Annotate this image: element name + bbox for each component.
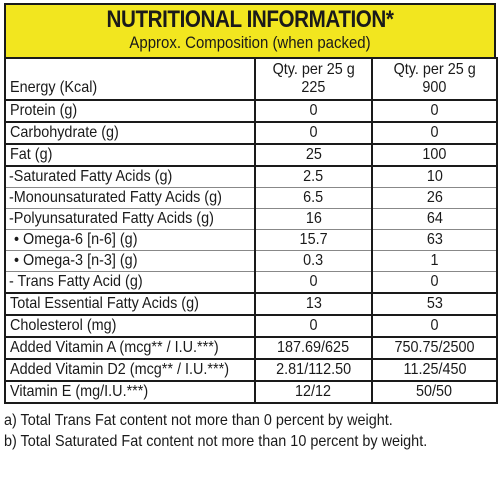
row-label: Total Essential Fatty Acids (g) (10, 295, 199, 312)
table-row: Protein (g) 0 0 (4, 99, 498, 123)
cell-value: 225 (301, 79, 326, 96)
cell-value: 0 (430, 102, 439, 119)
nutrition-label: NUTRITIONAL INFORMATION* Approx. Composi… (4, 3, 498, 452)
table-row: Cholesterol (mg) 0 0 (4, 314, 498, 338)
cell-value: 0 (309, 102, 318, 119)
cell-value: 0 (430, 124, 439, 141)
cell-value: 10 (426, 168, 443, 185)
table-row: -Monounsaturated Fatty Acids (g) 6.5 26 (4, 187, 498, 209)
cell-value: 0 (309, 124, 318, 141)
row-label: -Saturated Fatty Acids (g) (9, 168, 173, 185)
footnote-b: b) Total Saturated Fat content not more … (4, 433, 428, 450)
cell-value: 15.7 (299, 231, 328, 248)
column-header: Qty. per 25 g (393, 61, 476, 78)
row-label: Protein (g) (10, 102, 78, 119)
row-label: - Trans Fatty Acid (g) (9, 273, 143, 290)
cell-value: 900 (422, 79, 447, 96)
cell-value: 16 (305, 210, 322, 227)
cell-value: 187.69/625 (277, 339, 350, 356)
table-row: -Saturated Fatty Acids (g) 2.5 10 (4, 165, 498, 188)
cell-value: 26 (426, 189, 443, 206)
table-row: Added Vitamin D2 (mcg** / I.U.***) 2.81/… (4, 358, 498, 382)
cell-value: 50/50 (416, 383, 453, 400)
nutrition-header: NUTRITIONAL INFORMATION* Approx. Composi… (4, 3, 496, 57)
cell-value: 0 (430, 317, 439, 334)
cell-value: 63 (426, 231, 443, 248)
table-row: Vitamin E (mg/I.U.***) 12/12 50/50 (4, 380, 498, 404)
cell-value: 25 (305, 146, 322, 163)
table-header-row: Energy (Kcal) Qty. per 25 g 225 Qty. per… (4, 57, 498, 101)
cell-value: 12/12 (295, 383, 332, 400)
cell-value: 100 (422, 146, 447, 163)
footnote-a: a) Total Trans Fat content not more than… (4, 412, 393, 429)
cell-value: 6.5 (303, 189, 324, 206)
table-row: Total Essential Fatty Acids (g) 13 53 (4, 292, 498, 316)
cell-value: 0 (309, 273, 318, 290)
row-label: • Omega-6 [n-6] (g) (14, 231, 138, 248)
row-label: Added Vitamin D2 (mcg** / I.U.***) (10, 361, 230, 378)
cell-value: 0 (430, 273, 439, 290)
cell-value: 0.3 (303, 252, 324, 269)
table-row: Added Vitamin A (mcg** / I.U.***) 187.69… (4, 336, 498, 360)
col1-header-cell: Qty. per 25 g 225 (254, 57, 373, 101)
row-label: • Omega-3 [n-3] (g) (14, 252, 138, 269)
label-title: NUTRITIONAL INFORMATION* (106, 6, 394, 33)
table-row: • Omega-6 [n-6] (g) 15.7 63 (4, 229, 498, 251)
energy-label-cell: Energy (Kcal) (4, 57, 256, 101)
row-label: Cholesterol (mg) (10, 317, 117, 334)
cell-value: 2.5 (303, 168, 324, 185)
row-label: Carbohydrate (g) (10, 124, 119, 141)
row-label: Fat (g) (10, 146, 53, 163)
column-header: Qty. per 25 g (272, 61, 355, 78)
cell-value: 64 (426, 210, 443, 227)
table-row: -Polyunsaturated Fatty Acids (g) 16 64 (4, 208, 498, 230)
row-label: Energy (Kcal) (10, 79, 98, 96)
table-row: • Omega-3 [n-3] (g) 0.3 1 (4, 250, 498, 272)
label-subtitle: Approx. Composition (when packed) (129, 33, 371, 52)
footnotes: a) Total Trans Fat content not more than… (4, 410, 496, 452)
col2-header-cell: Qty. per 25 g 900 (371, 57, 498, 101)
nutrition-table: Energy (Kcal) Qty. per 25 g 225 Qty. per… (4, 57, 498, 404)
row-label: -Monounsaturated Fatty Acids (g) (9, 189, 222, 206)
cell-value: 1 (430, 252, 439, 269)
cell-value: 750.75/2500 (394, 339, 475, 356)
cell-value: 2.81/112.50 (275, 361, 352, 378)
cell-value: 11.25/450 (403, 361, 466, 378)
cell-value: 13 (305, 295, 322, 312)
cell-value: 53 (426, 295, 443, 312)
table-row: - Trans Fatty Acid (g) 0 0 (4, 271, 498, 294)
table-row: Fat (g) 25 100 (4, 143, 498, 167)
row-label: Added Vitamin A (mcg** / I.U.***) (10, 339, 219, 356)
table-row: Carbohydrate (g) 0 0 (4, 121, 498, 145)
row-label: Vitamin E (mg/I.U.***) (10, 383, 149, 400)
cell-value: 0 (309, 317, 318, 334)
row-label: -Polyunsaturated Fatty Acids (g) (9, 210, 214, 227)
